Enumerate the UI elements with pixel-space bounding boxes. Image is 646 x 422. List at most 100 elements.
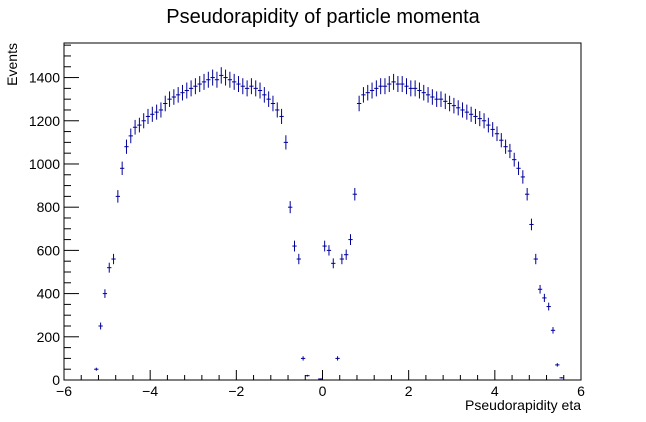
histogram-bin bbox=[300, 356, 306, 361]
histogram-bin bbox=[102, 289, 108, 298]
histogram-bin bbox=[456, 100, 461, 116]
histogram-bin bbox=[283, 135, 289, 150]
histogram-bin bbox=[542, 293, 547, 303]
histogram-bin bbox=[387, 76, 392, 93]
histogram-bin bbox=[288, 201, 293, 214]
histogram-bin bbox=[451, 97, 457, 114]
histogram-bin bbox=[331, 258, 336, 269]
x-axis-title: Pseudorapidity eta bbox=[465, 397, 581, 413]
histogram-bin bbox=[555, 363, 560, 367]
histogram-bin bbox=[141, 113, 146, 129]
histogram-bin bbox=[369, 82, 375, 99]
histogram-bin bbox=[275, 102, 280, 118]
histogram-bin bbox=[115, 190, 121, 203]
plot-frame bbox=[63, 42, 582, 381]
histogram-bin bbox=[257, 82, 263, 99]
histogram-bin bbox=[223, 69, 228, 86]
x-tick-label: 4 bbox=[491, 383, 499, 399]
histogram-bin bbox=[520, 170, 525, 184]
y-tick-label: 800 bbox=[37, 199, 61, 215]
histogram-bin bbox=[412, 80, 418, 97]
x-axis: −6 −4 −2 0 2 4 6 bbox=[56, 370, 585, 399]
histogram-bin bbox=[145, 108, 151, 125]
histogram-bin bbox=[447, 95, 452, 112]
histogram-bin bbox=[167, 91, 172, 107]
histogram-bin bbox=[279, 108, 284, 125]
histogram-bin bbox=[559, 377, 564, 379]
histogram-bin bbox=[524, 187, 530, 201]
x-tick-label: 2 bbox=[405, 383, 413, 399]
histogram-bin bbox=[421, 84, 426, 101]
histogram-bin bbox=[249, 78, 254, 95]
histogram-bin bbox=[236, 76, 241, 93]
y-tick-label: 600 bbox=[37, 242, 61, 258]
histogram-bin bbox=[477, 111, 482, 127]
histogram-bin bbox=[94, 367, 99, 371]
x-tick-label: −4 bbox=[142, 383, 158, 399]
histogram-bin bbox=[244, 80, 250, 97]
histogram-bin bbox=[339, 253, 345, 265]
histogram-bin bbox=[240, 78, 245, 95]
histogram-bin bbox=[193, 78, 198, 95]
histogram-bin bbox=[490, 122, 495, 137]
y-tick-label: 1200 bbox=[29, 113, 60, 129]
histogram-bin bbox=[438, 91, 444, 107]
histogram-bin bbox=[400, 76, 405, 93]
histogram-bin bbox=[395, 76, 401, 93]
histogram-bin bbox=[352, 187, 357, 201]
y-tick-label: 0 bbox=[52, 372, 60, 388]
histogram-bin bbox=[348, 234, 353, 245]
histogram-bin bbox=[219, 67, 224, 84]
histogram-bin bbox=[356, 95, 362, 112]
histogram-bin bbox=[98, 322, 103, 330]
y-tick-label: 400 bbox=[37, 286, 61, 302]
x-tick-label: 6 bbox=[577, 383, 585, 399]
histogram-bin bbox=[214, 71, 220, 88]
histogram-bin bbox=[503, 139, 508, 154]
histogram-bin bbox=[361, 87, 366, 103]
histogram-bin bbox=[443, 93, 448, 110]
histogram-bin bbox=[318, 378, 323, 380]
histogram-bin bbox=[227, 71, 233, 88]
histogram-bin bbox=[197, 76, 202, 93]
histogram-bin bbox=[107, 262, 112, 273]
histogram-bin bbox=[460, 102, 465, 118]
histogram-bin bbox=[434, 91, 439, 107]
histogram-bin bbox=[365, 84, 370, 101]
histogram-bin bbox=[180, 84, 185, 101]
histogram-bin bbox=[430, 89, 435, 105]
histogram-bin bbox=[322, 240, 327, 252]
histogram-bin bbox=[529, 218, 534, 231]
histogram-bin bbox=[507, 143, 513, 159]
histogram-bin bbox=[499, 133, 504, 148]
histogram-bin bbox=[150, 106, 155, 122]
histogram-bin bbox=[206, 71, 211, 88]
histogram-bin bbox=[158, 102, 164, 118]
histogram-bin bbox=[111, 253, 116, 265]
histogram-bin bbox=[417, 82, 422, 99]
y-tick-label: 1000 bbox=[29, 156, 60, 172]
histogram-bin bbox=[344, 249, 349, 260]
histogram-bin bbox=[270, 95, 276, 112]
histogram-bin bbox=[486, 117, 491, 133]
histogram-bin bbox=[210, 69, 215, 86]
histogram-bin bbox=[537, 284, 543, 294]
x-tick-label: 0 bbox=[319, 383, 327, 399]
histogram-bin bbox=[550, 327, 556, 334]
y-axis: 0 200 400 600 800 1000 1200 1400 bbox=[29, 44, 79, 388]
histogram-bin bbox=[201, 73, 207, 90]
histogram-bin bbox=[533, 253, 538, 265]
histogram-bin bbox=[188, 80, 194, 97]
y-tick-label: 200 bbox=[37, 329, 61, 345]
histogram-bin bbox=[292, 240, 297, 252]
histogram-bin bbox=[171, 89, 177, 105]
y-tick-label: 1400 bbox=[29, 70, 60, 86]
histogram-bin bbox=[262, 87, 267, 103]
histogram-bin bbox=[408, 80, 413, 97]
histogram-bin bbox=[481, 113, 487, 129]
histogram-bin bbox=[494, 126, 500, 142]
histogram-bin bbox=[374, 80, 379, 97]
chart-title: Pseudorapidity of particle momenta bbox=[166, 6, 480, 28]
histogram-bin bbox=[137, 117, 142, 133]
